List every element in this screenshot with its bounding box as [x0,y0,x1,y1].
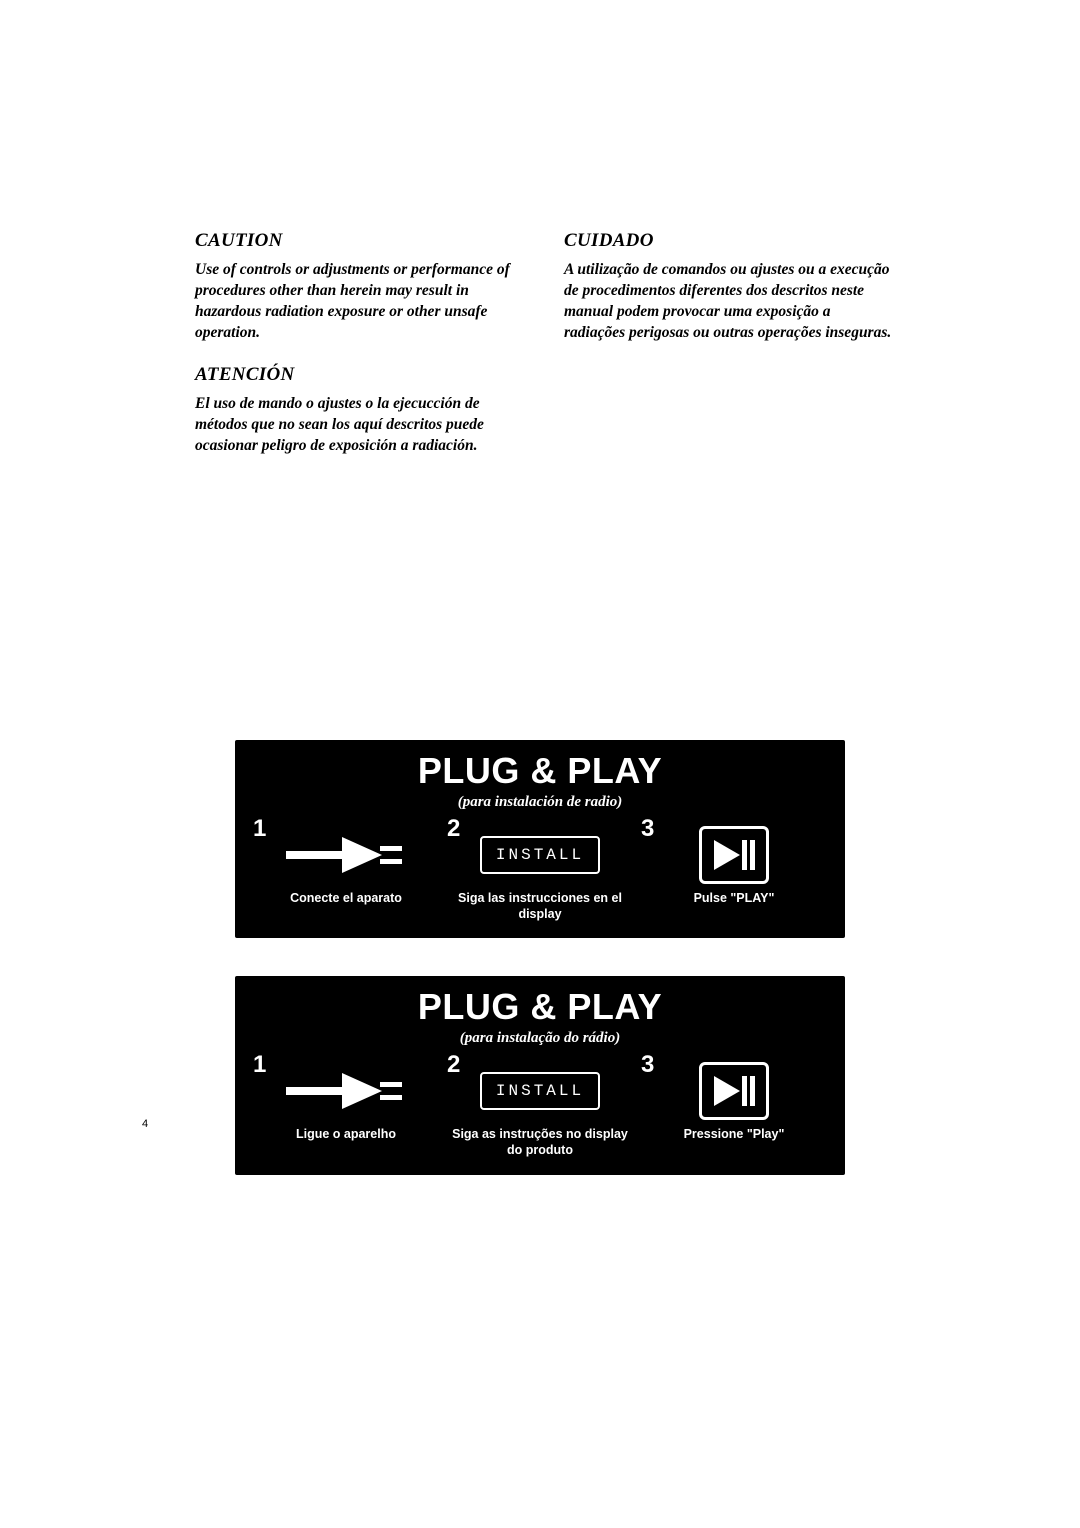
pp-num-3-pt: 3 [641,1051,654,1079]
atencion-body: El uso de mando o ajustes o la ejecucció… [195,394,526,457]
pp-num-3: 3 [641,815,654,843]
pp-caption-3-pt: Pressione "Play" [678,1127,791,1143]
pp-step-3-pt: 3 Pressione "Play" [637,1055,831,1158]
atencion-block: ATENCIÓN El uso de mando o ajustes o la … [195,364,526,457]
pp-num-1: 1 [253,815,266,843]
atencion-heading: ATENCIÓN [195,364,526,386]
pp-subtitle-es: (para instalación de radio) [235,794,845,811]
pp-num-2: 2 [447,815,460,843]
play-button-icon [699,1062,769,1120]
pp-step-2-es: 2 INSTALL Siga las instrucciones en el d… [443,819,637,922]
warning-columns: CAUTION Use of controls or adjustments o… [195,230,895,456]
pp-title-pt: PLUG & PLAY [235,986,845,1028]
pp-step-3-es: 3 Pulse "PLAY" [637,819,831,922]
cuidado-block: CUIDADO A utilização de comandos ou ajus… [564,230,895,344]
pp-subtitle-pt: (para instalação do rádio) [235,1030,845,1047]
cuidado-body: A utilização de comandos ou ajustes ou a… [564,260,895,344]
plug-play-section: PLUG & PLAY (para instalación de radio) … [235,740,845,1213]
pp-num-1-pt: 1 [253,1051,266,1079]
plug-play-box-pt: PLUG & PLAY (para instalação do rádio) 1… [235,976,845,1174]
pp-title-es: PLUG & PLAY [235,750,845,792]
pp-step-1-es: 1 Conecte el aparato [249,819,443,922]
left-column: CAUTION Use of controls or adjustments o… [195,230,526,456]
pp-steps-pt: 1 Ligue o aparelho 2 INSTALL Siga as ins… [235,1055,845,1174]
play-button-icon [699,826,769,884]
pp-caption-2-pt: Siga as instruções no display do produto [443,1127,637,1158]
right-column: CUIDADO A utilização de comandos ou ajus… [564,230,895,456]
caution-block: CAUTION Use of controls or adjustments o… [195,230,526,344]
install-display-pt: INSTALL [480,1072,600,1110]
pp-caption-1-pt: Ligue o aparelho [290,1127,402,1143]
caution-heading: CAUTION [195,230,526,252]
install-display-es: INSTALL [480,836,600,874]
pp-steps-es: 1 Conecte el aparato 2 INSTALL Siga las … [235,819,845,938]
cuidado-heading: CUIDADO [564,230,895,252]
plug-icon [286,1065,406,1117]
pp-num-2-pt: 2 [447,1051,460,1079]
warnings-section: CAUTION Use of controls or adjustments o… [195,230,895,456]
plug-icon [286,829,406,881]
pp-caption-3-es: Pulse "PLAY" [688,891,781,907]
pp-caption-1-es: Conecte el aparato [284,891,408,907]
caution-body: Use of controls or adjustments or perfor… [195,260,526,344]
pp-step-2-pt: 2 INSTALL Siga as instruções no display … [443,1055,637,1158]
pp-step-1-pt: 1 Ligue o aparelho [249,1055,443,1158]
plug-play-box-es: PLUG & PLAY (para instalación de radio) … [235,740,845,938]
pp-caption-2-es: Siga las instrucciones en el display [443,891,637,922]
page-number: 4 [142,1118,148,1130]
